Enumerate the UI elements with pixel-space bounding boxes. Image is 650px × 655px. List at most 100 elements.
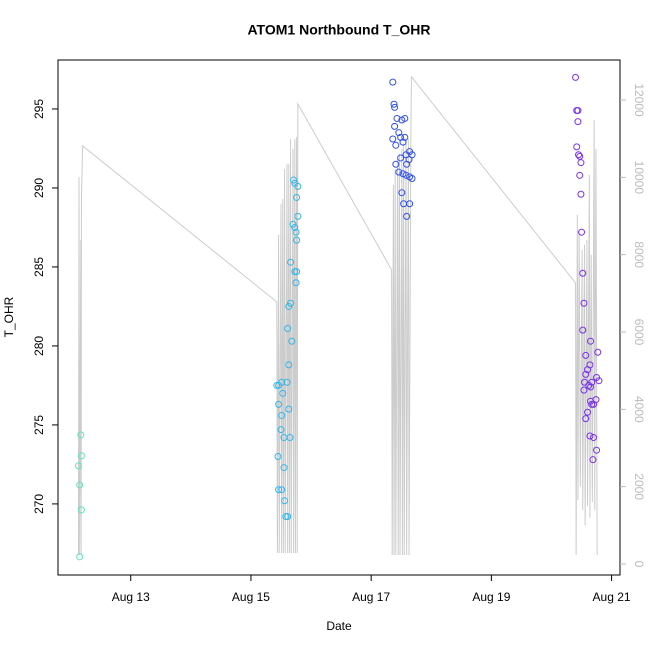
scatter-point	[582, 370, 590, 378]
y-tick-label: 280	[32, 336, 46, 356]
x-tick-label: Aug 19	[472, 590, 510, 604]
scatter-point	[294, 182, 302, 190]
scatter-point	[77, 452, 85, 460]
scatter-point	[279, 389, 287, 397]
x-tick-label: Aug 21	[593, 590, 631, 604]
scatter-point	[391, 122, 399, 130]
scatter-point	[573, 143, 581, 151]
scatter-point	[587, 337, 595, 345]
x-tick-label: Aug 13	[112, 590, 150, 604]
scatter-point	[580, 386, 588, 394]
scatter-point	[576, 152, 584, 160]
scatter-point	[285, 361, 293, 369]
y2-tick-label: 6000	[632, 319, 646, 346]
scatter-point	[277, 426, 285, 434]
scatter-point	[287, 258, 295, 266]
scatter-point	[395, 129, 403, 137]
y-tick-label: 275	[32, 415, 46, 435]
y2-tick-label: 4000	[632, 396, 646, 423]
scatter-point	[285, 405, 293, 413]
y2-tick-label: 8000	[632, 241, 646, 268]
scatter-point	[74, 462, 82, 470]
scatter-point	[284, 325, 292, 333]
scatter-point	[275, 400, 283, 408]
scatter-point	[402, 171, 410, 179]
y2-tick-label: 10000	[632, 161, 646, 195]
scatter-point	[588, 400, 596, 408]
scatter-point	[284, 513, 292, 521]
scatter-point	[273, 381, 281, 389]
scatter-point	[584, 366, 592, 374]
y-tick-label: 290	[32, 178, 46, 198]
scatter-point	[278, 411, 286, 419]
scatter-point	[293, 268, 301, 276]
scatter-point	[275, 381, 283, 389]
x-tick-label: Aug 15	[232, 590, 270, 604]
scatter-point	[389, 78, 397, 86]
scatter-point	[76, 481, 84, 489]
scatter-point	[585, 381, 593, 389]
scatter-point	[590, 434, 598, 442]
y2-tick-label: 2000	[632, 473, 646, 500]
scatter-point	[403, 212, 411, 220]
scatter-point	[397, 154, 405, 162]
scatter-point	[274, 453, 282, 461]
scatter-point	[391, 103, 399, 111]
scatter-point	[586, 432, 594, 440]
scatter-point	[290, 176, 298, 184]
scatter-point	[577, 190, 585, 198]
scatter-point	[293, 236, 301, 244]
scatter-point	[292, 279, 300, 287]
y2-tick-label: 12000	[632, 83, 646, 117]
scatter-point	[403, 160, 411, 168]
scatter-point	[275, 486, 283, 494]
scatter-point	[285, 302, 293, 310]
y-tick-label: 270	[32, 494, 46, 514]
plot-frame	[57, 59, 621, 576]
scatter-point	[286, 434, 294, 442]
scatter-point	[281, 497, 289, 505]
scatter-point	[587, 383, 595, 391]
y-tick-label: 285	[32, 257, 46, 277]
scatter-point	[572, 73, 580, 81]
scatter-point	[389, 135, 397, 143]
scatter-point	[582, 415, 590, 423]
scatter-point	[288, 337, 296, 345]
scatter-point	[398, 189, 406, 197]
scatter-point	[575, 151, 583, 159]
y2-tick-label: 0	[632, 561, 646, 568]
scatter-point	[395, 168, 403, 176]
scatter-point	[595, 377, 603, 385]
y-tick-label: 295	[32, 99, 46, 119]
scatter-point	[294, 212, 302, 220]
scatter-point	[393, 114, 401, 122]
scatter-point	[574, 118, 582, 126]
scatter-point	[573, 107, 581, 115]
scatter-point	[593, 446, 601, 454]
scatter-point	[76, 553, 84, 561]
scatter-point	[401, 114, 409, 122]
line-series	[77, 75, 598, 555]
scatter-point	[291, 223, 299, 231]
scatter-point	[392, 141, 400, 149]
scatter-point	[291, 268, 299, 276]
scatter-point	[582, 351, 590, 359]
scatter-point	[292, 228, 300, 236]
scatter-point	[584, 408, 592, 416]
scatter-point	[77, 431, 85, 439]
scatter-point	[390, 100, 398, 108]
x-axis-label: Date	[326, 619, 352, 633]
scatter-point	[278, 486, 286, 494]
scatter-point	[401, 133, 409, 141]
scatter-point	[408, 174, 416, 182]
scatter-point	[594, 348, 602, 356]
chart-title: ATOM1 Northbound T_OHR	[247, 22, 430, 38]
scatter-point	[77, 506, 85, 514]
scatter-point	[577, 159, 585, 167]
scatter-point	[580, 299, 588, 307]
scatter-point	[283, 378, 291, 386]
scatter-point	[392, 160, 400, 168]
scatter-point	[579, 269, 587, 277]
